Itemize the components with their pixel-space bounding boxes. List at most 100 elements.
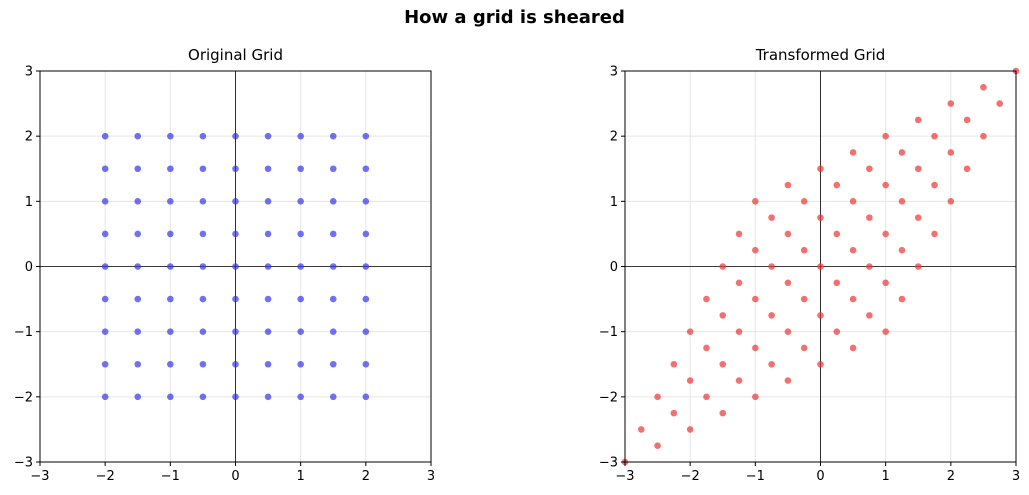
- data-point: [898, 198, 906, 205]
- data-point: [101, 198, 109, 205]
- data-point: [167, 132, 174, 140]
- data-point: [963, 165, 971, 173]
- data-point: [101, 230, 109, 238]
- data-point: [849, 198, 857, 205]
- data-point: [264, 132, 272, 140]
- data-point: [134, 165, 142, 173]
- data-point: [134, 263, 142, 270]
- data-point: [199, 198, 207, 205]
- data-point: [980, 83, 987, 91]
- data-point: [719, 263, 727, 270]
- data-point: [199, 132, 207, 140]
- data-point: [800, 295, 808, 303]
- data-point: [167, 230, 174, 238]
- data-point: [264, 360, 272, 368]
- data-point: [866, 312, 873, 319]
- data-point: [914, 263, 922, 270]
- x-tick-label: −2: [681, 469, 700, 484]
- data-point: [914, 165, 922, 173]
- y-tick-label: 3: [25, 65, 33, 80]
- data-point: [654, 442, 661, 450]
- y-tick-label: 2: [25, 130, 33, 145]
- y-tick-label: −1: [599, 325, 618, 340]
- data-point: [101, 165, 109, 173]
- data-point: [297, 360, 304, 368]
- data-point: [784, 230, 792, 238]
- data-point: [686, 328, 694, 335]
- data-point: [735, 328, 743, 335]
- x-tick-label: −2: [96, 469, 115, 484]
- x-tick-label: 3: [427, 469, 435, 484]
- y-tick-label: −3: [599, 456, 618, 471]
- data-point: [297, 198, 304, 205]
- data-point: [784, 377, 792, 384]
- data-point: [264, 230, 272, 238]
- data-point: [833, 328, 841, 335]
- data-point: [199, 360, 207, 368]
- data-point: [362, 198, 370, 205]
- data-point: [264, 198, 272, 205]
- data-point: [752, 198, 759, 205]
- data-point: [134, 393, 142, 401]
- x-tick-label: 1: [882, 469, 890, 484]
- x-tick-label: 2: [362, 469, 370, 484]
- data-point: [297, 263, 304, 270]
- data-point: [329, 230, 337, 238]
- data-point: [833, 230, 841, 238]
- data-point: [752, 344, 759, 352]
- data-point: [232, 263, 239, 270]
- data-point: [800, 246, 808, 254]
- data-point: [768, 360, 775, 368]
- data-point: [703, 295, 710, 303]
- data-point: [329, 165, 337, 173]
- data-point: [882, 328, 889, 335]
- data-point: [817, 263, 824, 270]
- data-point: [101, 295, 109, 303]
- data-point: [947, 149, 955, 156]
- data-point: [817, 214, 824, 221]
- data-point: [329, 393, 337, 401]
- y-tick-label: −2: [14, 390, 33, 405]
- data-point: [882, 132, 889, 140]
- data-point: [362, 132, 370, 140]
- data-point: [914, 116, 922, 124]
- data-point: [167, 328, 174, 335]
- data-point: [167, 393, 174, 401]
- data-point: [703, 344, 710, 352]
- data-point: [800, 198, 808, 205]
- data-point: [297, 393, 304, 401]
- data-point: [134, 230, 142, 238]
- data-point: [232, 230, 239, 238]
- data-point: [101, 393, 109, 401]
- data-point: [898, 246, 906, 254]
- data-point: [866, 263, 873, 270]
- data-point: [329, 132, 337, 140]
- data-point: [817, 312, 824, 319]
- data-point: [980, 132, 987, 140]
- data-point: [752, 246, 759, 254]
- data-point: [719, 312, 727, 319]
- x-tick-label: −1: [161, 469, 180, 484]
- data-point: [833, 279, 841, 287]
- data-point: [167, 165, 174, 173]
- data-point: [232, 165, 239, 173]
- data-point: [329, 328, 337, 335]
- y-tick-label: 3: [610, 65, 618, 80]
- data-point: [931, 181, 938, 189]
- data-point: [134, 328, 142, 335]
- data-point: [362, 393, 370, 401]
- data-point: [686, 377, 694, 384]
- data-point: [686, 426, 694, 433]
- data-point: [297, 295, 304, 303]
- data-point: [297, 230, 304, 238]
- right-chart-title: Transformed Grid: [755, 46, 886, 64]
- data-point: [817, 165, 824, 173]
- data-point: [914, 214, 922, 221]
- data-point: [768, 214, 775, 221]
- data-point: [134, 132, 142, 140]
- data-point: [199, 393, 207, 401]
- x-tick-label: 1: [297, 469, 305, 484]
- figure-title: How a grid is sheared: [404, 7, 625, 28]
- y-tick-label: 0: [610, 260, 618, 275]
